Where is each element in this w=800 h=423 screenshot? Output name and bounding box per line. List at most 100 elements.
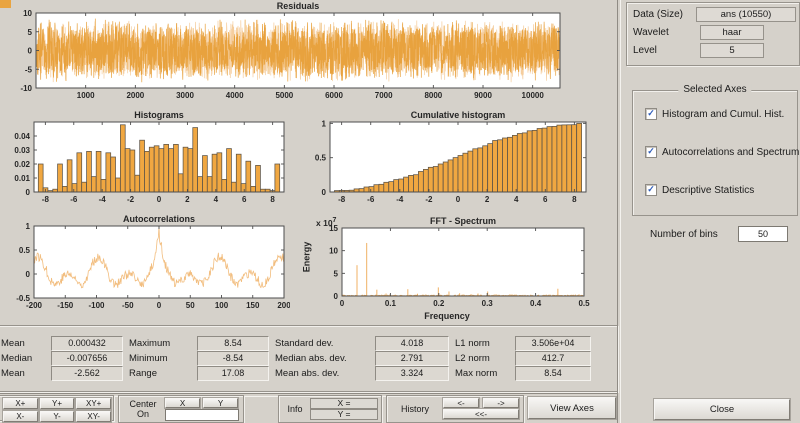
svg-text:4: 4: [214, 195, 219, 204]
history-panel: History <- -> <<-: [386, 395, 524, 423]
checkbox-histogram[interactable]: ✓ Histogram and Cumul. Hist.: [645, 108, 784, 120]
stat-value: 2.791: [375, 351, 449, 366]
svg-text:5000: 5000: [275, 91, 293, 100]
zoom-x-plus-button[interactable]: X+: [3, 398, 38, 409]
zoom-y-plus-button[interactable]: Y+: [39, 398, 75, 409]
stat-value: -8.54: [197, 351, 269, 366]
svg-text:-10: -10: [20, 84, 32, 93]
svg-text:7000: 7000: [375, 91, 393, 100]
svg-text:2000: 2000: [126, 91, 144, 100]
zoom-xy-plus-button[interactable]: XY+: [76, 398, 111, 409]
svg-text:0.1: 0.1: [385, 299, 397, 308]
svg-text:-2: -2: [425, 195, 433, 204]
cumulative-histogram-plot[interactable]: -8 -6 -4 -2 0 2 4 6 8 0 0.5 1 Cumulative histogram: [302, 107, 592, 209]
close-button[interactable]: Close: [654, 399, 790, 420]
svg-text:0.5: 0.5: [315, 154, 327, 163]
svg-text:1: 1: [322, 119, 327, 128]
checkbox-check-icon[interactable]: ✓: [645, 184, 657, 196]
svg-text:150: 150: [246, 301, 260, 310]
info-panel: Info X = Y =: [278, 395, 382, 423]
stat-label: Minimum: [129, 353, 168, 364]
svg-text:-200: -200: [26, 301, 43, 310]
stat-label: L1 norm: [455, 338, 490, 349]
history-back-button[interactable]: <-: [443, 398, 479, 408]
checkbox-check-icon[interactable]: ✓: [645, 146, 657, 158]
zoom-xy-minus-button[interactable]: XY-: [76, 411, 111, 422]
svg-text:200: 200: [277, 301, 290, 310]
svg-text:0.5: 0.5: [19, 246, 31, 255]
data-size-label: Data (Size): [633, 9, 684, 20]
svg-text:-4: -4: [396, 195, 404, 204]
fft-spectrum-plot[interactable]: 0 0.1 0.2 0.3 0.4 0.5 0 5 10 15 FFT - Spectrum: [302, 211, 592, 313]
svg-text:0: 0: [322, 188, 327, 197]
center-on-label: Center On: [129, 399, 157, 419]
checkbox-descriptive-stats[interactable]: ✓ Descriptive Statistics: [645, 184, 754, 196]
view-axes-button[interactable]: View Axes: [528, 397, 616, 419]
wavelet-value: haar: [700, 25, 764, 40]
svg-text:4000: 4000: [226, 91, 244, 100]
svg-text:-8: -8: [42, 195, 50, 204]
center-on-panel: Center On X Y: [118, 395, 244, 423]
zoom-x-minus-button[interactable]: X-: [3, 411, 38, 422]
svg-text:8000: 8000: [424, 91, 442, 100]
wavelet-label: Wavelet: [633, 27, 669, 38]
svg-text:10: 10: [329, 247, 338, 256]
svg-text:-8: -8: [338, 195, 346, 204]
histogram-plot[interactable]: -8 -6 -4 -2 0 2 4 6 8 0 0.01 0.02 0.03 0.04 Histograms: [6, 107, 290, 209]
corner-color-swatch: [0, 0, 11, 8]
stat-value: 3.506e+04: [515, 336, 591, 351]
svg-text:10: 10: [23, 9, 32, 18]
dynamic-visualization-toolbar: X+ Y+ XY+ X- Y- XY- Center On X Y Info X …: [0, 395, 618, 423]
svg-text:-150: -150: [57, 301, 74, 310]
stat-label: Range: [129, 368, 157, 379]
svg-text:5: 5: [334, 269, 339, 278]
history-label: History: [400, 404, 429, 414]
spectrum-xlabel: Frequency: [424, 311, 470, 321]
svg-text:6000: 6000: [325, 91, 343, 100]
stat-label: Mean: [1, 338, 25, 349]
selected-axes-title: Selected Axes: [678, 84, 752, 95]
control-panel: Data (Size) ans (10550) Wavelet haar Lev…: [620, 0, 800, 423]
svg-text:Residuals: Residuals: [277, 1, 320, 11]
stat-value: 0.000432: [51, 336, 123, 351]
stat-label: Median: [1, 353, 33, 364]
history-forward-button[interactable]: ->: [483, 398, 519, 408]
stat-label: Standard dev.: [275, 338, 334, 349]
svg-text:-2: -2: [127, 195, 135, 204]
center-y-button[interactable]: Y: [203, 398, 238, 408]
autocorrelations-plot[interactable]: -200 -150 -100 -50 0 50 100 150 200 -0.5 0 0.5 1 Auto…: [6, 211, 291, 315]
svg-text:0.03: 0.03: [14, 146, 30, 155]
svg-text:0: 0: [26, 270, 31, 279]
stat-label: Median abs. dev.: [275, 353, 347, 364]
panel-divider: [617, 0, 621, 423]
residuals-plot[interactable]: 1000 2000 3000 4000 5000 6000 7000 8000 9000 1000…: [8, 0, 568, 104]
stat-value: 3.324: [375, 366, 449, 381]
checkbox-check-icon[interactable]: ✓: [645, 108, 657, 120]
history-rewind-all-button[interactable]: <<-: [443, 409, 519, 419]
center-x-button[interactable]: X: [165, 398, 200, 408]
svg-text:3000: 3000: [176, 91, 194, 100]
svg-text:0.5: 0.5: [578, 299, 590, 308]
svg-text:0: 0: [340, 299, 345, 308]
number-of-bins-input[interactable]: 50: [738, 226, 788, 242]
svg-text:-100: -100: [88, 301, 105, 310]
svg-text:2: 2: [185, 195, 190, 204]
stat-value: 8.54: [515, 366, 591, 381]
zoom-y-minus-button[interactable]: Y-: [39, 411, 75, 422]
svg-text:50: 50: [186, 301, 195, 310]
svg-text:0: 0: [334, 292, 339, 301]
stat-label: Mean abs. dev.: [275, 368, 340, 379]
checkbox-autocorrelations[interactable]: ✓ Autocorrelations and Spectrum: [645, 146, 799, 158]
center-on-input[interactable]: [165, 409, 239, 421]
svg-text:Cumulative histogram: Cumulative histogram: [411, 110, 506, 120]
svg-text:10000: 10000: [522, 91, 545, 100]
stat-label: Mean: [1, 368, 25, 379]
svg-text:-5: -5: [25, 65, 33, 74]
svg-text:15: 15: [329, 224, 338, 233]
svg-text:9000: 9000: [474, 91, 492, 100]
svg-text:8: 8: [572, 195, 577, 204]
svg-text:0: 0: [157, 195, 162, 204]
info-y-field: Y =: [310, 409, 378, 420]
svg-text:-4: -4: [99, 195, 107, 204]
